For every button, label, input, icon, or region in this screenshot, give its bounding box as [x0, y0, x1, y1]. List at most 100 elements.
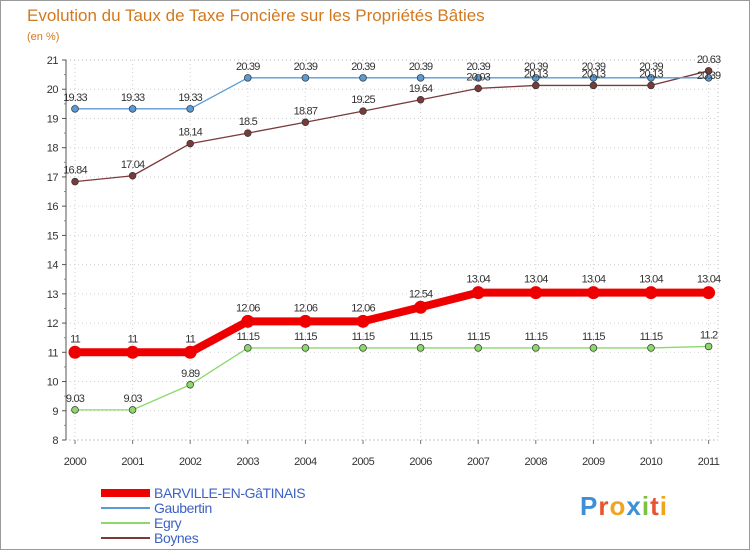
- x-tick-label: 2008: [525, 456, 548, 468]
- proxiti-logo-text: Proxiti: [580, 491, 668, 521]
- data-point: [589, 74, 598, 82]
- data-label: 18.5: [239, 116, 258, 128]
- x-tick-label: 2007: [467, 456, 490, 468]
- x-tick-label: 2009: [582, 456, 605, 468]
- data-point: [128, 105, 137, 113]
- data-point: [244, 344, 252, 352]
- data-label: 11.15: [467, 331, 490, 343]
- legend-label: Egry: [154, 515, 182, 531]
- y-tick-label: 21: [47, 55, 59, 67]
- series-line-gaubertin: [74, 77, 710, 110]
- y-tick-label: 20: [47, 84, 59, 96]
- data-point: [644, 286, 658, 300]
- data-point: [298, 314, 312, 328]
- data-point: [241, 314, 255, 328]
- chart-subtitle: (en %): [27, 31, 59, 43]
- y-tick-label: 17: [47, 172, 59, 184]
- data-point: [356, 314, 370, 328]
- logo-letter: t: [650, 491, 660, 521]
- data-point: [359, 107, 367, 115]
- data-point: [71, 406, 79, 414]
- y-tick-label: 14: [47, 260, 59, 272]
- data-point: [647, 74, 655, 82]
- x-tick-label: 2011: [698, 456, 720, 468]
- data-label: 20.39: [582, 61, 606, 73]
- x-tick-label: 2010: [640, 456, 663, 468]
- y-tick-label: 9: [52, 406, 58, 418]
- data-point: [301, 118, 310, 127]
- data-point: [416, 96, 425, 104]
- grid: [65, 59, 719, 441]
- data-label: 12.06: [351, 302, 375, 314]
- logo-letter: x: [626, 491, 641, 521]
- data-point: [474, 74, 482, 82]
- legend-label: BARVILLE-EN-GâTINAIS: [154, 485, 305, 501]
- logo-letter: i: [660, 491, 668, 521]
- data-label: 16.84: [63, 165, 87, 177]
- data-label: 11.15: [524, 331, 547, 343]
- logo-letter: i: [642, 491, 650, 521]
- data-label: 20.39: [639, 61, 663, 73]
- data-point: [471, 286, 485, 300]
- data-label: 13.04: [697, 274, 721, 286]
- data-label: 19.33: [63, 92, 87, 104]
- x-tick-label: 2006: [409, 456, 432, 468]
- data-point: [474, 84, 482, 93]
- y-tick-label: 10: [47, 377, 59, 389]
- y-tick-label: 12: [47, 318, 59, 330]
- data-label: 18.87: [294, 105, 318, 117]
- y-tick-label: 13: [47, 289, 59, 301]
- data-point: [128, 406, 137, 414]
- data-point: [301, 74, 310, 82]
- data-point: [589, 81, 598, 90]
- x-tick-label: 2003: [237, 456, 260, 468]
- data-point: [128, 172, 137, 180]
- data-point: [186, 139, 194, 148]
- logo-letter: r: [598, 491, 609, 521]
- data-label: 20.39: [409, 61, 433, 73]
- data-point: [186, 381, 194, 389]
- data-point: [532, 81, 540, 90]
- data-point: [529, 286, 543, 300]
- x-tick-label: 2001: [121, 456, 144, 468]
- data-label: 17.04: [121, 159, 145, 171]
- data-label: 11.2: [700, 329, 718, 341]
- data-point: [532, 74, 540, 82]
- data-label: 11: [185, 333, 196, 345]
- data-point: [702, 286, 716, 300]
- data-label: 19.33: [178, 92, 202, 104]
- x-tick-label: 2004: [294, 456, 317, 468]
- data-point: [586, 286, 600, 300]
- chart-title: Evolution du Taux de Taxe Foncière sur l…: [27, 6, 485, 25]
- data-label: 20.39: [294, 61, 318, 73]
- data-label: 20.13: [524, 68, 548, 80]
- data-point: [589, 344, 598, 352]
- data-label: 12.54: [409, 288, 433, 300]
- data-point: [704, 342, 713, 351]
- series-line-egry: [74, 345, 710, 411]
- data-point: [647, 81, 655, 90]
- data-point: [416, 74, 425, 82]
- series-group: [68, 67, 716, 414]
- y-tick-label: 8: [52, 435, 58, 447]
- axes: 8 9 10 11 12 13 14 15 16 17 18 19 20 21 2000 2001 2002 20…: [47, 55, 721, 468]
- data-label: 19.64: [409, 83, 433, 95]
- data-point: [126, 345, 140, 359]
- data-label: 20.13: [639, 68, 663, 80]
- series-line-barville-en-g-tinais: [71, 288, 713, 357]
- data-label: 13.04: [582, 274, 606, 286]
- data-point: [244, 129, 252, 137]
- data-label: 12.06: [236, 302, 260, 314]
- data-label: 19.33: [121, 92, 145, 104]
- data-point: [474, 344, 482, 352]
- data-point: [647, 344, 655, 352]
- data-label: 13.04: [524, 274, 548, 286]
- x-tick-label: 2005: [352, 456, 375, 468]
- data-label: 13.04: [466, 274, 490, 286]
- data-label: 11.15: [294, 331, 317, 343]
- data-label: 11.15: [236, 331, 259, 343]
- data-label: 20.39: [524, 61, 548, 73]
- x-tick-label: 2000: [64, 456, 87, 468]
